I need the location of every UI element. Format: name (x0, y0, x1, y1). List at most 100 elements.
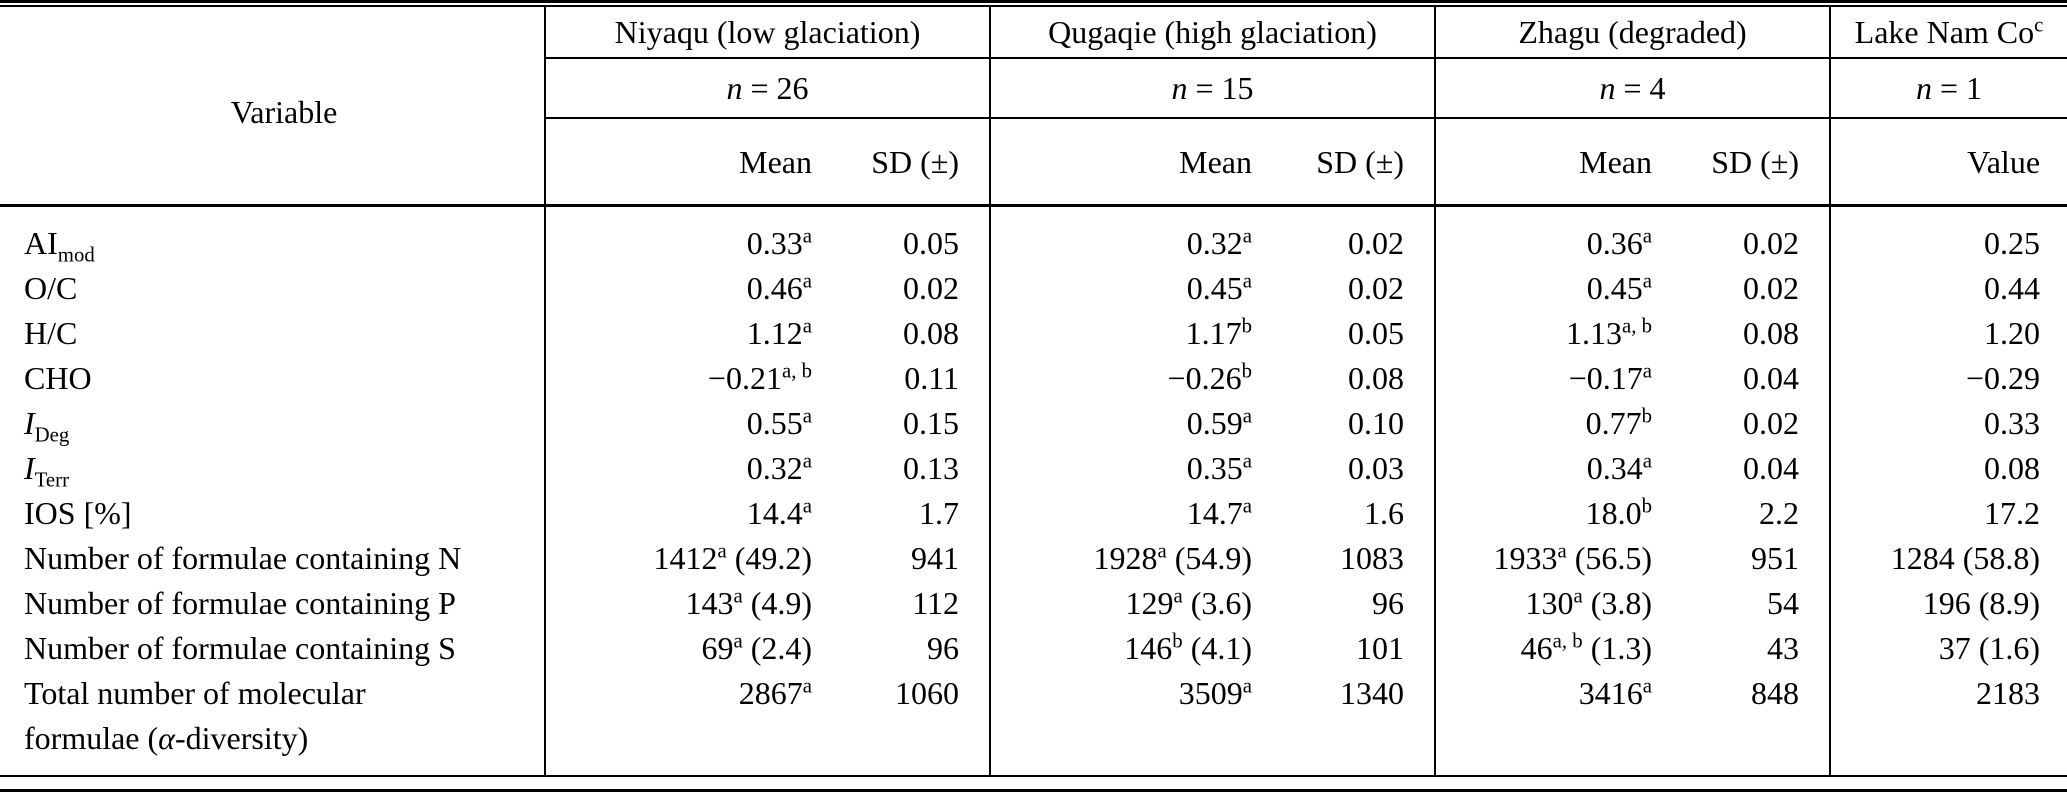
significance-superscript: a (802, 224, 812, 248)
table-sample-size-row: n = 26 n = 15 n = 4 n = 1 (0, 58, 2067, 119)
sd-cell: 951 (1710, 536, 1830, 581)
value-cell: 196 (8.9) (1829, 581, 2067, 626)
mean-cell: 0.59a (989, 401, 1310, 446)
cell-value: 129 (1125, 585, 1174, 621)
mean-cell: 0.32a (544, 446, 870, 491)
significance-superscript: a (1157, 539, 1167, 563)
mean-cell: 130a (3.8) (1434, 581, 1710, 626)
mean-cell: −0.17a (1434, 356, 1710, 401)
significance-superscript: a (733, 584, 743, 608)
cell-value: 143 (685, 585, 734, 621)
cell-value: 1.7 (919, 495, 959, 531)
n-symbol: n (1599, 70, 1616, 106)
variable-label-segment: mod (57, 243, 95, 267)
value-cell: 0.33 (1829, 401, 2067, 446)
sd-cell: 0.11 (870, 356, 990, 401)
mean-cell: 1412a (49.2) (544, 536, 870, 581)
value-cell: 2183 (1829, 671, 2067, 777)
sd-cell: 0.02 (1710, 266, 1830, 311)
cell-value: 0.45 (1186, 270, 1243, 306)
table-row: O/C 0.46a 0.02 0.45a 0.02 0.45a 0.02 0.44 (0, 266, 2067, 311)
cell-value: 96 (927, 630, 959, 666)
cell-percent-paren: (58.8) (1954, 540, 2041, 576)
variable-label-segment: formulae ( (24, 720, 159, 756)
value-cell: 1284 (58.8) (1829, 536, 2067, 581)
cell-value: 1.20 (1984, 315, 2041, 351)
significance-superscript: b (1241, 314, 1252, 338)
n-value: = 15 (1187, 70, 1254, 106)
variable-label-segment: α (158, 720, 175, 756)
sd-cell: 848 (1710, 671, 1831, 777)
sd-cell: 0.02 (1310, 266, 1435, 311)
sd-cell: 96 (1310, 581, 1435, 626)
variable-label-segment: -diversity) (174, 720, 309, 756)
group-header-label: Lake Nam Co (1854, 14, 2035, 50)
cell-value: 146 (1124, 630, 1173, 666)
value-cell: 1.20 (1829, 311, 2067, 356)
variable-cell: Number of formulae containing S (0, 626, 545, 671)
variable-cell: H/C (0, 311, 545, 356)
cell-value: 0.33 (1984, 405, 2041, 441)
variable-label-segment: I (24, 450, 35, 486)
sd-cell: 0.15 (870, 401, 990, 446)
mean-cell: 18.0b (1434, 491, 1710, 536)
cell-value: 1284 (1890, 540, 1955, 576)
cell-value: 941 (911, 540, 959, 576)
variable-label-segment: Deg (34, 423, 70, 447)
significance-superscript: a (1242, 224, 1252, 248)
cell-value: 1928 (1093, 540, 1158, 576)
significance-superscript: a (1573, 584, 1583, 608)
cell-value: 0.44 (1984, 270, 2041, 306)
significance-superscript: b (1641, 494, 1652, 518)
cell-value: 0.03 (1348, 450, 1404, 486)
variable-cell: O/C (0, 266, 545, 311)
table-row: ITerr 0.32a 0.13 0.35a 0.03 0.34a 0.04 0.08 (0, 446, 2067, 491)
significance-superscript: a (733, 629, 743, 653)
cell-value: 43 (1767, 630, 1800, 666)
sd-column-header: SD (±) (1710, 118, 1831, 207)
variable-label-segment: Number of formulae containing N (24, 540, 462, 576)
cell-value: 0.04 (1743, 360, 1800, 396)
cell-value: 951 (1751, 540, 1800, 576)
mean-cell: 1928a (54.9) (989, 536, 1310, 581)
significance-superscript: a (1242, 494, 1252, 518)
cell-value: 0.08 (1984, 450, 2041, 486)
cell-value: 0.59 (1186, 405, 1243, 441)
cell-percent-paren: (4.1) (1182, 630, 1252, 666)
cell-value: 46 (1520, 630, 1553, 666)
cell-value: 0.02 (1743, 270, 1800, 306)
significance-superscript: a (1642, 359, 1652, 383)
significance-superscript: a, b (1621, 314, 1652, 338)
significance-superscript: a (1173, 584, 1183, 608)
mean-cell: 0.32a (989, 205, 1310, 266)
significance-superscript: a (802, 404, 812, 428)
cell-percent-paren: (49.2) (726, 540, 812, 576)
group-header-niyaqu: Niyaqu (low glaciation) (544, 6, 990, 59)
sd-cell: 1083 (1310, 536, 1435, 581)
mean-cell: 1933a (56.5) (1434, 536, 1710, 581)
cell-value: 112 (912, 585, 959, 621)
significance-superscript: b (1641, 404, 1652, 428)
cell-value: 0.55 (746, 405, 803, 441)
table-row: Number of formulae containing S 69a (2.4)… (0, 626, 2067, 671)
value-cell: 0.08 (1829, 446, 2067, 491)
group-header-zhagu: Zhagu (degraded) (1433, 6, 1831, 59)
table-row: AImod 0.33a 0.05 0.32a 0.02 0.36a 0.02 0.25 (0, 205, 2067, 267)
cell-value: 0.05 (1348, 315, 1404, 351)
table-subheader-row: Mean SD (±) Mean SD (±) Mean SD (±) Valu… (0, 118, 2067, 207)
n-value: = 26 (742, 70, 809, 106)
cell-value: 1933 (1493, 540, 1558, 576)
cell-value: 17.2 (1984, 495, 2041, 531)
variable-label-segment: Total number of molecular (24, 675, 366, 711)
cell-value: −0.29 (1965, 360, 2041, 396)
mean-cell: 46a, b (1.3) (1434, 626, 1710, 671)
significance-superscript: a (802, 449, 812, 473)
n-symbol: n (1171, 70, 1188, 106)
cell-value: 0.05 (903, 225, 959, 261)
value-cell: 37 (1.6) (1829, 626, 2067, 671)
significance-superscript: a (717, 539, 727, 563)
table-row: IOS [%] 14.4a 1.7 14.7a 1.6 18.0b 2.2 17.2 (0, 491, 2067, 536)
sd-cell: 2.2 (1710, 491, 1830, 536)
cell-value: 0.36 (1586, 225, 1643, 261)
cell-value: 0.33 (746, 225, 803, 261)
